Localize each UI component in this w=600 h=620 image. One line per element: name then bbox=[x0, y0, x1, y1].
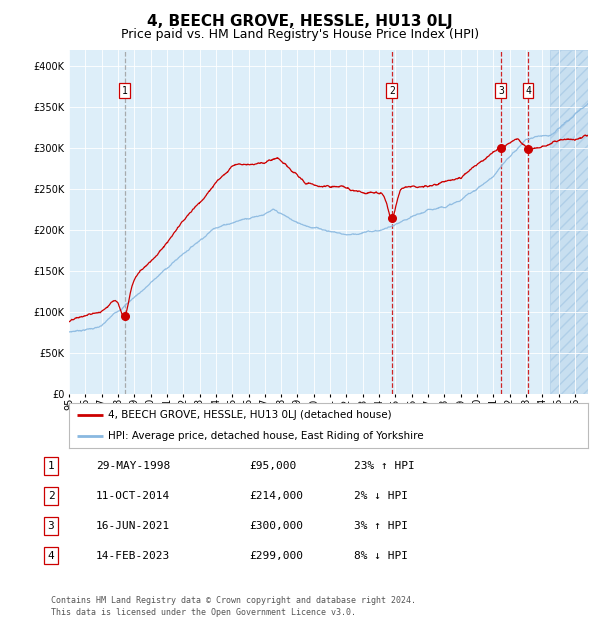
Text: 3: 3 bbox=[47, 521, 55, 531]
Text: £95,000: £95,000 bbox=[249, 461, 296, 471]
Text: 4, BEECH GROVE, HESSLE, HU13 0LJ (detached house): 4, BEECH GROVE, HESSLE, HU13 0LJ (detach… bbox=[108, 410, 392, 420]
Text: HPI: Average price, detached house, East Riding of Yorkshire: HPI: Average price, detached house, East… bbox=[108, 430, 424, 441]
Text: 4, BEECH GROVE, HESSLE, HU13 0LJ: 4, BEECH GROVE, HESSLE, HU13 0LJ bbox=[147, 14, 453, 29]
Text: 16-JUN-2021: 16-JUN-2021 bbox=[96, 521, 170, 531]
Text: Price paid vs. HM Land Registry's House Price Index (HPI): Price paid vs. HM Land Registry's House … bbox=[121, 28, 479, 41]
Text: £299,000: £299,000 bbox=[249, 551, 303, 560]
Text: 4: 4 bbox=[47, 551, 55, 560]
Text: £214,000: £214,000 bbox=[249, 491, 303, 501]
Text: 23% ↑ HPI: 23% ↑ HPI bbox=[354, 461, 415, 471]
Text: 4: 4 bbox=[525, 86, 531, 95]
Text: 14-FEB-2023: 14-FEB-2023 bbox=[96, 551, 170, 560]
Text: 1: 1 bbox=[122, 86, 128, 95]
Text: 29-MAY-1998: 29-MAY-1998 bbox=[96, 461, 170, 471]
Text: 2: 2 bbox=[47, 491, 55, 501]
Text: 3: 3 bbox=[498, 86, 504, 95]
Text: 8% ↓ HPI: 8% ↓ HPI bbox=[354, 551, 408, 560]
Bar bbox=[550, 50, 588, 394]
Text: 3% ↑ HPI: 3% ↑ HPI bbox=[354, 521, 408, 531]
Text: 2% ↓ HPI: 2% ↓ HPI bbox=[354, 491, 408, 501]
Text: 2: 2 bbox=[389, 86, 395, 95]
Text: £300,000: £300,000 bbox=[249, 521, 303, 531]
Text: 11-OCT-2014: 11-OCT-2014 bbox=[96, 491, 170, 501]
Text: Contains HM Land Registry data © Crown copyright and database right 2024.
This d: Contains HM Land Registry data © Crown c… bbox=[51, 596, 416, 617]
Text: 1: 1 bbox=[47, 461, 55, 471]
